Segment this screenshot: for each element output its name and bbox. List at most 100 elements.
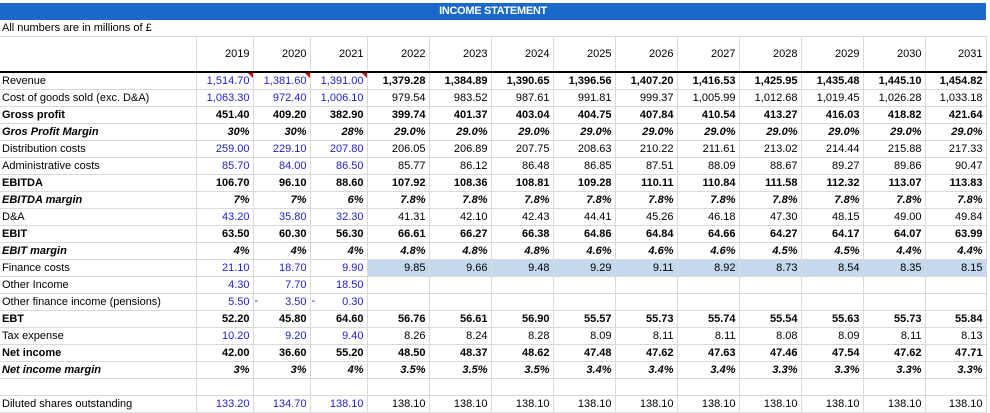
- cell-2027[interactable]: 88.09: [677, 157, 740, 175]
- year-header-2024[interactable]: 2024: [491, 36, 554, 73]
- cell-2031[interactable]: [925, 378, 987, 396]
- cell-2026[interactable]: 999.37: [615, 89, 678, 107]
- cell-2022[interactable]: 206.05: [367, 140, 430, 158]
- cell-2021[interactable]: 32.30: [310, 208, 368, 226]
- cell-2031[interactable]: 421.64: [925, 106, 987, 124]
- cell-2021[interactable]: [310, 378, 368, 396]
- cell-2021[interactable]: 9.90: [310, 259, 368, 277]
- cell-2021[interactable]: -0.30: [310, 293, 368, 311]
- cell-2024[interactable]: [491, 276, 554, 294]
- cell-2029[interactable]: 29.0%: [801, 123, 864, 141]
- row-label[interactable]: Gros Profit Margin: [0, 123, 197, 141]
- cell-2020[interactable]: 3%: [253, 361, 311, 379]
- cell-2029[interactable]: 1,019.45: [801, 89, 864, 107]
- cell-2022[interactable]: 85.77: [367, 157, 430, 175]
- cell-2024[interactable]: 403.04: [491, 106, 554, 124]
- cell-2022[interactable]: 1,379.28: [367, 72, 430, 90]
- cell-2024[interactable]: [491, 293, 554, 311]
- cell-2023[interactable]: 7.8%: [429, 191, 492, 209]
- cell-2031[interactable]: 113.83: [925, 174, 987, 192]
- cell-2029[interactable]: 3.3%: [801, 361, 864, 379]
- cell-2023[interactable]: 138.10: [429, 395, 492, 413]
- cell-2026[interactable]: 3.4%: [615, 361, 678, 379]
- cell-2022[interactable]: 8.26: [367, 327, 430, 345]
- cell-2021[interactable]: 382.90: [310, 106, 368, 124]
- year-header-2020[interactable]: 2020: [253, 36, 311, 73]
- cell-2029[interactable]: [801, 378, 864, 396]
- cell-2026[interactable]: 9.11: [615, 259, 678, 277]
- year-header-2023[interactable]: 2023: [429, 36, 492, 73]
- cell-2023[interactable]: 1,384.89: [429, 72, 492, 90]
- cell-2020[interactable]: 972.40: [253, 89, 311, 107]
- cell-2023[interactable]: [429, 293, 492, 311]
- cell-2030[interactable]: 64.07: [863, 225, 926, 243]
- cell-2023[interactable]: [429, 378, 492, 396]
- cell-2021[interactable]: 18.50: [310, 276, 368, 294]
- cell-2025[interactable]: 44.41: [553, 208, 616, 226]
- cell-2024[interactable]: 66.38: [491, 225, 554, 243]
- cell-2029[interactable]: [801, 293, 864, 311]
- cell-2020[interactable]: 7%: [253, 191, 311, 209]
- cell-2020[interactable]: 60.30: [253, 225, 311, 243]
- cell-2029[interactable]: 55.63: [801, 310, 864, 328]
- cell-2031[interactable]: 90.47: [925, 157, 987, 175]
- cell-2019[interactable]: [196, 378, 254, 396]
- cell-2020[interactable]: 9.20: [253, 327, 311, 345]
- cell-2029[interactable]: 47.54: [801, 344, 864, 362]
- cell-2028[interactable]: 4.5%: [739, 242, 802, 260]
- cell-2022[interactable]: 9.85: [367, 259, 430, 277]
- row-label[interactable]: Finance costs: [0, 259, 197, 277]
- cell-2027[interactable]: 46.18: [677, 208, 740, 226]
- cell-2031[interactable]: [925, 293, 987, 311]
- cell-2024[interactable]: 7.8%: [491, 191, 554, 209]
- cell-2022[interactable]: 979.54: [367, 89, 430, 107]
- cell-2024[interactable]: 9.48: [491, 259, 554, 277]
- cell-2030[interactable]: 4.4%: [863, 242, 926, 260]
- cell-2025[interactable]: 47.48: [553, 344, 616, 362]
- cell-2028[interactable]: 1,012.68: [739, 89, 802, 107]
- cell-2022[interactable]: [367, 276, 430, 294]
- cell-2024[interactable]: 207.75: [491, 140, 554, 158]
- cell-2026[interactable]: 138.10: [615, 395, 678, 413]
- cell-2024[interactable]: 86.48: [491, 157, 554, 175]
- cell-2030[interactable]: 8.35: [863, 259, 926, 277]
- cell-2020[interactable]: 409.20: [253, 106, 311, 124]
- cell-2025[interactable]: 4.6%: [553, 242, 616, 260]
- cell-2019[interactable]: 1,063.30: [196, 89, 254, 107]
- cell-2027[interactable]: 4.6%: [677, 242, 740, 260]
- cell-2019[interactable]: 3%: [196, 361, 254, 379]
- cell-2028[interactable]: 47.46: [739, 344, 802, 362]
- cell-2021[interactable]: 28%: [310, 123, 368, 141]
- cell-2027[interactable]: 47.63: [677, 344, 740, 362]
- cell-2030[interactable]: 7.8%: [863, 191, 926, 209]
- cell-2022[interactable]: 41.31: [367, 208, 430, 226]
- row-label[interactable]: Administrative costs: [0, 157, 197, 175]
- cell-2026[interactable]: 55.73: [615, 310, 678, 328]
- year-header-2026[interactable]: 2026: [615, 36, 678, 73]
- row-label[interactable]: Net income margin: [0, 361, 197, 379]
- year-header-2028[interactable]: 2028: [739, 36, 802, 73]
- cell-2031[interactable]: 1,454.82: [925, 72, 987, 90]
- cell-2026[interactable]: 110.11: [615, 174, 678, 192]
- cell-2031[interactable]: 8.15: [925, 259, 987, 277]
- cell-2024[interactable]: 108.81: [491, 174, 554, 192]
- cell-2020[interactable]: 45.80: [253, 310, 311, 328]
- cell-2027[interactable]: 211.61: [677, 140, 740, 158]
- cell-2031[interactable]: 47.71: [925, 344, 987, 362]
- cell-2023[interactable]: 29.0%: [429, 123, 492, 141]
- year-header-2025[interactable]: 2025: [553, 36, 616, 73]
- cell-2023[interactable]: 56.61: [429, 310, 492, 328]
- cell-2026[interactable]: 210.22: [615, 140, 678, 158]
- cell-2026[interactable]: [615, 378, 678, 396]
- cell-2031[interactable]: 29.0%: [925, 123, 987, 141]
- row-label[interactable]: D&A: [0, 208, 197, 226]
- cell-2021[interactable]: 4%: [310, 242, 368, 260]
- cell-2030[interactable]: 49.00: [863, 208, 926, 226]
- cell-2025[interactable]: 109.28: [553, 174, 616, 192]
- cell-2023[interactable]: 8.24: [429, 327, 492, 345]
- cell-2022[interactable]: 138.10: [367, 395, 430, 413]
- cell-2020[interactable]: [253, 378, 311, 396]
- cell-2019[interactable]: 52.20: [196, 310, 254, 328]
- cell-2030[interactable]: 1,445.10: [863, 72, 926, 90]
- row-label[interactable]: EBIT: [0, 225, 197, 243]
